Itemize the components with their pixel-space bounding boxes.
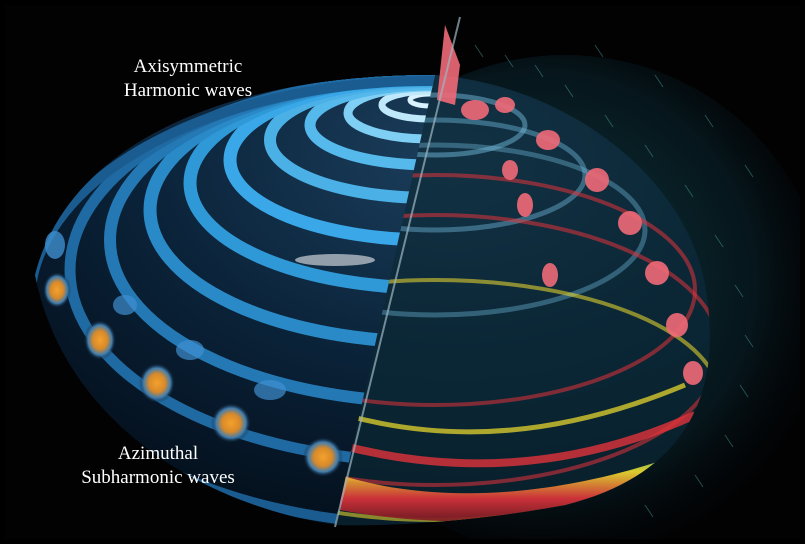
label-top-line1: Axisymmetric [133,56,243,77]
subharmonic-hotspots [43,231,343,477]
label-bottom-line2: Subharmonic waves [81,467,235,488]
drop-visualization [35,16,800,539]
image-frame: Axisymmetric Harmonic waves Azimuthal Su… [5,5,800,539]
section-plane-edge [334,16,461,528]
label-bottom-line1: Azimuthal [117,443,199,464]
label-harmonic-waves: Axisymmetric Harmonic waves [103,55,273,103]
label-top-line2: Harmonic waves [123,80,253,101]
label-subharmonic-waves: Azimuthal Subharmonic waves [63,442,253,490]
velocity-streaks [474,44,754,518]
